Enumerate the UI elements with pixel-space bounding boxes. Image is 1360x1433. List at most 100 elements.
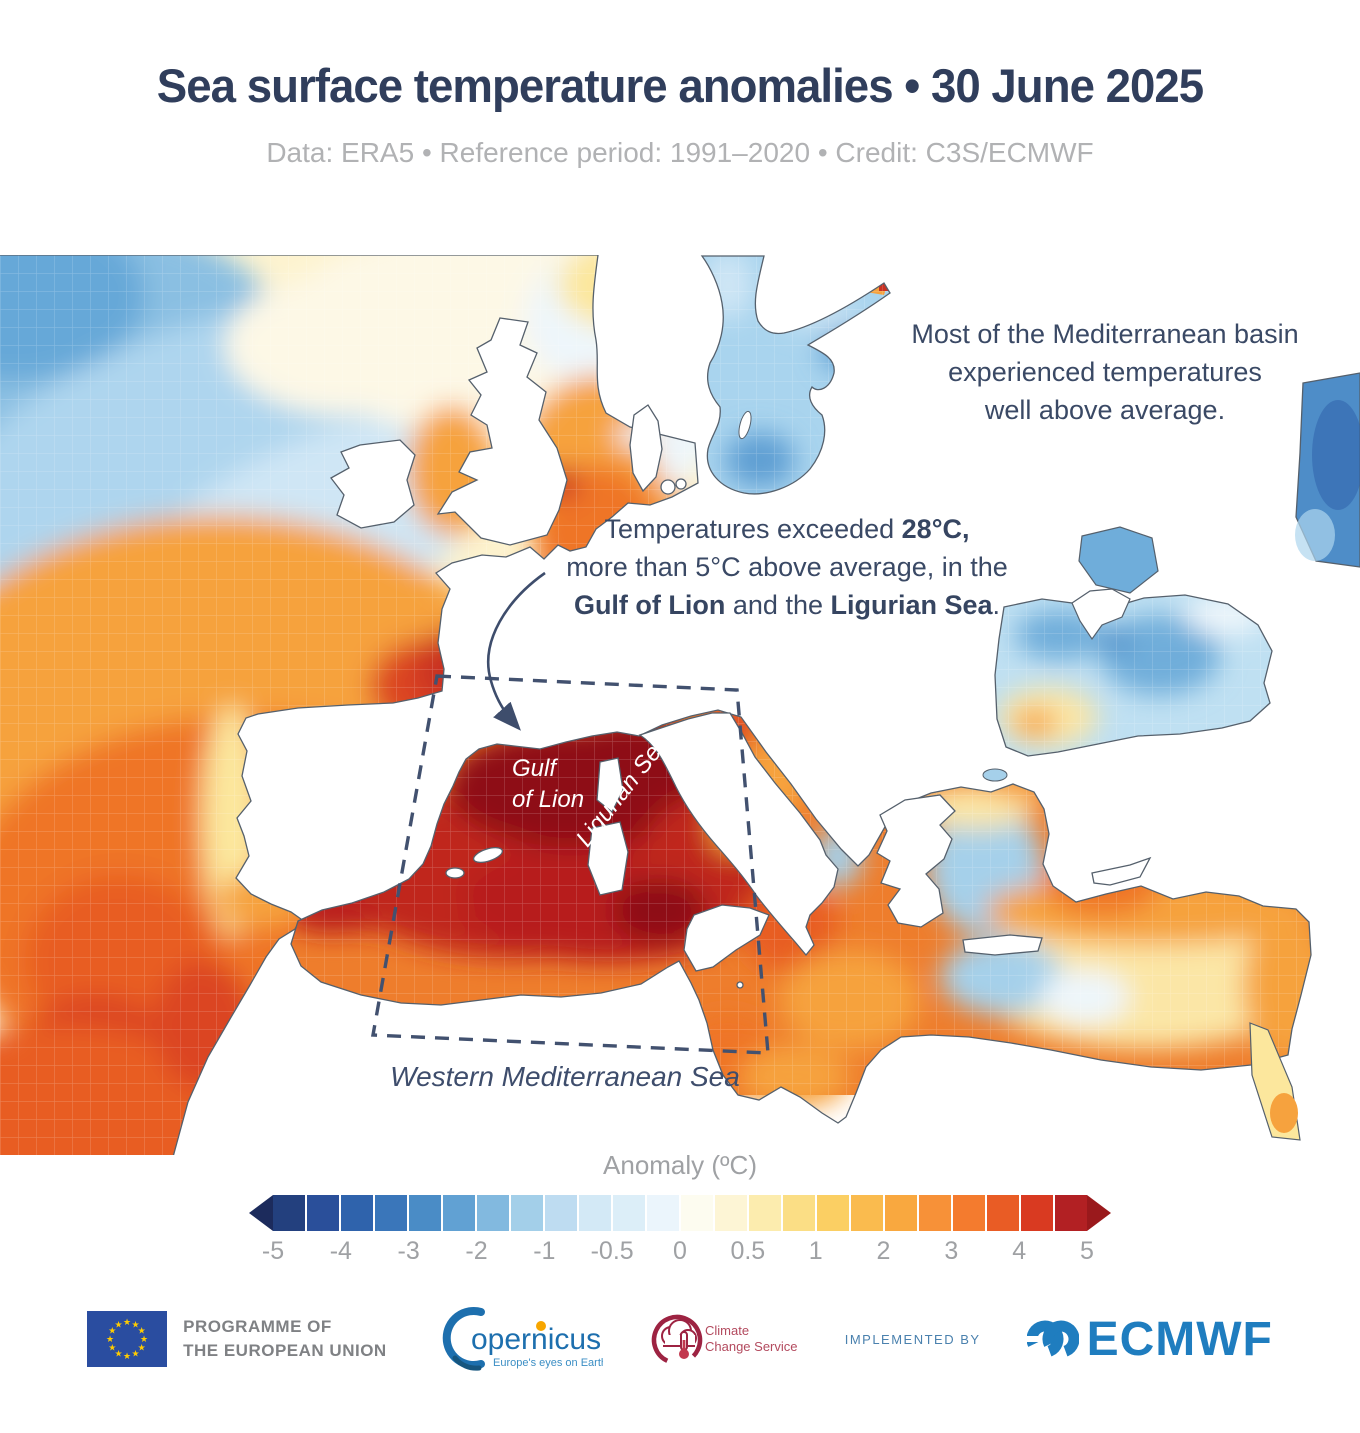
- colorbar-tick: -4: [329, 1237, 352, 1265]
- svg-text:★: ★: [115, 1319, 123, 1329]
- colorbar-cell: [579, 1195, 611, 1231]
- italy-land: [638, 712, 839, 957]
- colorbar-cell: [375, 1195, 407, 1231]
- c3s-icon: Climate Change Service: [651, 1314, 798, 1366]
- svg-text:★: ★: [115, 1349, 123, 1359]
- svg-text:★: ★: [138, 1343, 146, 1353]
- greece-land: [876, 794, 956, 928]
- colorbar-cell: [307, 1195, 339, 1231]
- annotation-line: Most of the Mediterranean basin: [911, 319, 1299, 349]
- jutland-land: [629, 404, 663, 493]
- eu-programme-label: PROGRAMME OF THE EUROPEAN UNION: [183, 1317, 387, 1360]
- black-sea-region: [982, 526, 1273, 782]
- sea-of-azov: [1078, 526, 1159, 594]
- annotation-line: Temperatures exceeded: [604, 514, 902, 544]
- anomaly-map: Most of the Mediterranean basin experien…: [0, 255, 1360, 1155]
- annotation-mediterranean-basin: Most of the Mediterranean basin experien…: [905, 315, 1305, 429]
- annotation-line: well above average.: [984, 395, 1226, 425]
- crete-land: [962, 934, 1043, 956]
- colorbar-cell: [341, 1195, 373, 1231]
- colorbar-cell: [273, 1195, 305, 1231]
- crimea-land: [1071, 588, 1131, 641]
- svg-text:Europe's eyes on Earth: Europe's eyes on Earth: [493, 1357, 603, 1369]
- colorbar-tick: 0: [673, 1237, 687, 1265]
- cyprus-land: [1091, 856, 1152, 886]
- colorbar-cell: [987, 1195, 1019, 1231]
- c3s-logo: Climate Change Service: [649, 1302, 799, 1376]
- label-gulf-of-lion: Gulf of Lion: [512, 755, 585, 813]
- great-britain-land: [436, 317, 568, 546]
- colorbar-cell: [953, 1195, 985, 1231]
- colorbar-cells: [273, 1195, 1087, 1231]
- red-sea-region: [1249, 1022, 1301, 1141]
- svg-text:★: ★: [108, 1343, 116, 1353]
- colorbar-cell: [1021, 1195, 1053, 1231]
- footer-logos: ★ ★ ★ ★ ★ ★ ★ ★ ★ ★ ★ ★ PROGRAMME OF THE EUROPEAN U…: [0, 1302, 1360, 1376]
- colorbar-tick: -0.5: [590, 1237, 634, 1265]
- colorbar-cell: [885, 1195, 917, 1231]
- colorbar-tick: -3: [397, 1237, 420, 1265]
- colorbar-cell: [409, 1195, 441, 1231]
- svg-text:★: ★: [140, 1334, 148, 1344]
- annotation-gulf-callout: Temperatures exceeded 28°C, more than 5°…: [537, 510, 1037, 624]
- mediterranean-sea-region: [290, 709, 1312, 1124]
- map-svg: [0, 255, 1360, 1155]
- copernicus-satellite-dot: [535, 1321, 546, 1331]
- sicily-land: [683, 904, 770, 972]
- svg-text:★: ★: [132, 1349, 140, 1359]
- colorbar-left-arrow: [249, 1195, 273, 1231]
- colorbar-cell: [851, 1195, 883, 1231]
- annotation-bold: 28°C,: [901, 514, 970, 544]
- page-title: Sea surface temperature anomalies • 30 J…: [156, 59, 1204, 112]
- eu-stars: ★ ★★★★★★★★★★★: [106, 1317, 148, 1361]
- eu-flag-icon: ★ ★★★★★★★★★★★: [87, 1311, 168, 1367]
- colorbar-tick: 0.5: [730, 1237, 766, 1265]
- colorbar-tick: 4: [1012, 1237, 1027, 1265]
- colorbar-tick: 3: [944, 1237, 959, 1265]
- colorbar-cell: [647, 1195, 679, 1231]
- svg-text:★: ★: [123, 1351, 131, 1361]
- thermometer-icon: [678, 1331, 689, 1359]
- colorbar-cell: [613, 1195, 645, 1231]
- colorbar-cell: [443, 1195, 475, 1231]
- svg-text:opernicus: opernicus: [471, 1323, 601, 1356]
- colorbar-title: Anomaly (ºC): [603, 1150, 757, 1180]
- copernicus-swoosh-icon: opernicus Europe's eyes on Earth: [442, 1307, 603, 1371]
- eu-programme-logo: ★ ★ ★ ★ ★ ★ ★ ★ ★ ★ ★ ★ PROGRAMME OF THE EUROPEAN U…: [87, 1311, 387, 1367]
- header: Sea surface temperature anomalies • 30 J…: [0, 0, 1360, 169]
- colorbar-ticks: -5 -4 -3 -2 -1 -0.5 0 0.5 1 2 3 4 5: [249, 1237, 1111, 1269]
- annotation-bold: Gulf of Lion: [573, 590, 726, 620]
- colorbar-tick: 5: [1080, 1237, 1094, 1265]
- atlantic-sea-region: [0, 255, 699, 1155]
- svg-text:★: ★: [138, 1326, 146, 1336]
- label-western-mediterranean-sea: Western Mediterranean Sea: [390, 1061, 740, 1092]
- sea-of-marmara: [982, 768, 1008, 782]
- page-subtitle: Data: ERA5 • Reference period: 1991–2020…: [266, 137, 1094, 168]
- ireland-land: [330, 439, 416, 529]
- colorbar-cell: [511, 1195, 543, 1231]
- corsica-land: [596, 757, 624, 814]
- colorbar-cell: [1055, 1195, 1087, 1231]
- annotation-line: .: [992, 590, 1001, 620]
- colorbar-cell: [817, 1195, 849, 1231]
- colorbar: [249, 1195, 1111, 1231]
- ecmwf-logo: ECMWF: [1026, 1312, 1273, 1367]
- ecmwf-wordmark: ECMWF: [1086, 1312, 1273, 1366]
- baltic-sea-region: [700, 255, 891, 495]
- colorbar-cell: [783, 1195, 815, 1231]
- svg-text:★: ★: [132, 1319, 140, 1329]
- caspian-sea-region: [1295, 372, 1360, 568]
- svg-text:★: ★: [108, 1326, 116, 1336]
- ecmwf-icon: [1026, 1320, 1079, 1358]
- svg-text:★: ★: [123, 1317, 131, 1327]
- colorbar-cell: [477, 1195, 509, 1231]
- colorbar-cell: [545, 1195, 577, 1231]
- svg-text:Climate: Climate: [705, 1323, 749, 1338]
- colorbar-tick: -1: [533, 1237, 556, 1265]
- svg-text:Change Service: Change Service: [705, 1339, 798, 1354]
- colorbar-cell: [919, 1195, 951, 1231]
- annotation-line: more than 5°C above average, in the: [566, 552, 1008, 582]
- sardinia-land: [587, 821, 629, 896]
- svg-text:★: ★: [106, 1334, 114, 1344]
- western-med-dashed-box: [370, 674, 770, 1055]
